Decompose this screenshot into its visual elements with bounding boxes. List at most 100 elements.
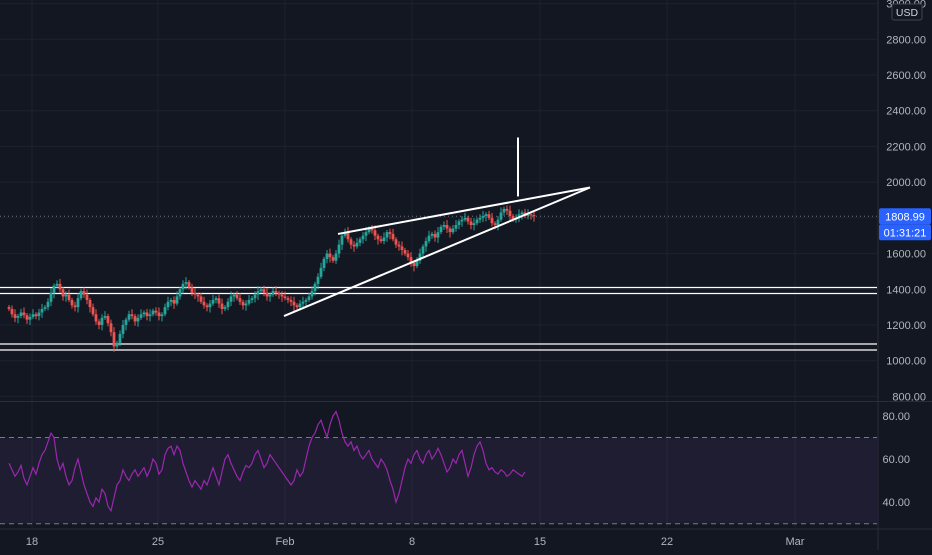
- time-axis[interactable]: 18 25 Feb 8 15 22 Mar: [26, 536, 805, 548]
- wedge-lower-line[interactable]: [283, 186, 591, 317]
- candle-body: [151, 310, 155, 315]
- candle-body: [52, 285, 56, 293]
- candle-body: [436, 232, 440, 238]
- price-tick-label: 800.00: [892, 391, 926, 403]
- candle-body: [325, 253, 329, 259]
- price-tick-label: 2800.00: [886, 34, 926, 46]
- time-tick-label: Feb: [276, 536, 295, 548]
- candle-body: [235, 294, 239, 299]
- candle-body: [214, 298, 218, 300]
- candle-body: [70, 300, 74, 306]
- candle-body: [166, 301, 170, 308]
- candle-body: [454, 225, 458, 229]
- currency-badge[interactable]: [891, 3, 923, 21]
- candle-body: [61, 289, 65, 297]
- candle-body: [211, 300, 215, 304]
- candle-body: [403, 250, 407, 254]
- currency-label: USD: [896, 7, 919, 19]
- candle-body: [316, 276, 320, 284]
- candle-body: [340, 235, 344, 245]
- rsi-band: [0, 437, 877, 524]
- candle-body: [283, 296, 287, 299]
- time-tick-label: 22: [661, 536, 673, 548]
- wedge-drawing[interactable]: [283, 137, 591, 317]
- candle-body: [241, 301, 245, 306]
- candle-body: [286, 298, 290, 300]
- candle-body: [223, 307, 227, 309]
- candle-body: [247, 300, 251, 304]
- price-tick-label: 1400.00: [886, 284, 926, 296]
- candle-body: [532, 215, 536, 217]
- candle-body: [262, 289, 266, 293]
- candle-body: [100, 317, 104, 325]
- candle-body: [298, 303, 302, 308]
- candle-body: [502, 208, 506, 213]
- candle-body: [511, 216, 515, 220]
- candle-body: [466, 217, 470, 222]
- candle-body: [421, 246, 425, 254]
- candle-body: [280, 294, 284, 297]
- candle-body: [217, 298, 221, 304]
- price-tick-label: 1000.00: [886, 356, 926, 368]
- wedge-upper-line[interactable]: [337, 186, 591, 235]
- candle-body: [178, 289, 182, 297]
- price-tick-label: 2200.00: [886, 141, 926, 153]
- candle-body: [289, 300, 293, 302]
- candle-body: [28, 316, 32, 320]
- candle-body: [478, 217, 482, 220]
- rsi-tick-label: 80.00: [882, 411, 910, 423]
- candle-body: [439, 226, 443, 233]
- candle-body: [238, 298, 242, 302]
- candle-body: [352, 244, 356, 247]
- candle-body: [163, 307, 167, 315]
- candle-body: [202, 301, 206, 306]
- candle-body: [220, 303, 224, 309]
- candle-body: [313, 283, 317, 292]
- candle-body: [85, 294, 89, 300]
- candle-body: [19, 312, 23, 317]
- candle-body: [181, 283, 185, 290]
- candle-body: [199, 296, 203, 302]
- candle-body: [10, 308, 14, 315]
- candle-body: [205, 305, 209, 308]
- candle-body: [493, 223, 497, 225]
- candle-body: [193, 292, 197, 295]
- candle-body: [187, 282, 191, 288]
- candle-body: [412, 262, 416, 267]
- candle-body: [472, 223, 476, 225]
- candle-body: [490, 217, 494, 224]
- rsi-tick-label: 40.00: [882, 497, 910, 509]
- price-tick-label: 2000.00: [886, 177, 926, 189]
- candle-body: [370, 228, 374, 231]
- candle-body: [133, 316, 137, 322]
- candle-body: [427, 235, 431, 242]
- candle-body: [160, 314, 164, 317]
- candle-body: [307, 296, 311, 300]
- candle-body: [388, 232, 392, 234]
- countdown-label: 01:31:21: [884, 227, 927, 239]
- time-tick-label: 25: [152, 536, 164, 548]
- candle-body: [43, 307, 47, 309]
- candle-body: [433, 233, 437, 238]
- candle-body: [367, 228, 371, 233]
- candle-body: [475, 219, 479, 224]
- candle-body: [517, 214, 521, 218]
- candle-body: [88, 300, 92, 308]
- candle-body: [127, 314, 131, 320]
- rsi-axis[interactable]: 40.00 60.00 80.00: [882, 411, 910, 509]
- candle-body: [385, 232, 389, 238]
- candle-body: [136, 317, 140, 322]
- candle-body: [292, 301, 296, 306]
- candle-body: [253, 294, 257, 299]
- last-price-badge: [879, 208, 931, 225]
- candle-body: [130, 314, 134, 317]
- candle-body: [487, 214, 491, 218]
- candle-body: [271, 291, 275, 295]
- candle-body: [31, 314, 35, 317]
- rsi-tick-label: 60.00: [882, 454, 910, 466]
- candle-body: [76, 298, 80, 308]
- candle-body: [451, 228, 455, 233]
